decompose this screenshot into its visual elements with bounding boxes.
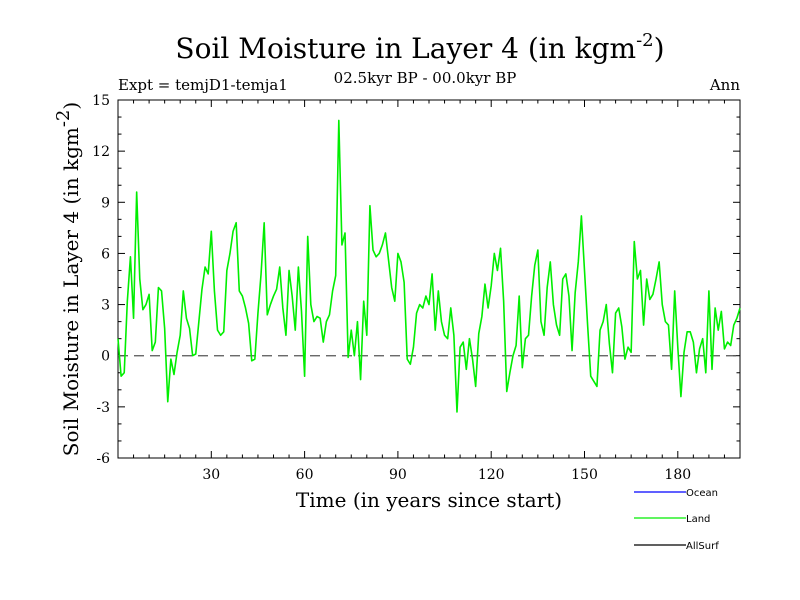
chart-title-text: Soil Moisture in Layer 4 (in kgm [175, 32, 636, 65]
x-tick-label-30: 30 [202, 467, 220, 483]
series-line-land [117, 119, 741, 413]
legend-label-ocean: Ocean [686, 488, 718, 499]
chart-title-close: ) [654, 32, 665, 65]
chart-title-sup: -2 [636, 30, 654, 51]
y-tick-label-0: 0 [101, 349, 110, 365]
x-tick-label-180: 180 [664, 467, 691, 483]
y-tick-label--6: -6 [96, 451, 110, 467]
y-tick-label-3: 3 [101, 298, 110, 314]
y-tick-label-6: 6 [101, 246, 110, 262]
y-axis-label-close: ) [59, 102, 83, 110]
period-label: 02.5kyr BP - 00.0kyr BP [334, 69, 517, 87]
y-tick-label-12: 12 [92, 144, 110, 160]
season-label: Ann [709, 76, 740, 94]
y-axis-label: Soil Moisture in Layer 4 (in kgm-2) [53, 102, 83, 456]
y-tick-label-9: 9 [101, 195, 110, 211]
x-tick-label-150: 150 [571, 467, 598, 483]
y-axis-label-sup: -2 [53, 110, 74, 128]
x-tick-label-60: 60 [296, 467, 314, 483]
y-axis-label-text: Soil Moisture in Layer 4 (in kgm [59, 127, 83, 456]
x-tick-label-120: 120 [478, 467, 505, 483]
y-tick-label--3: -3 [96, 400, 110, 416]
x-axis-label: Time (in years since start) [296, 488, 562, 512]
chart-title: Soil Moisture in Layer 4 (in kgm-2) [175, 30, 664, 65]
legend-label-allsurf: AllSurf [686, 541, 719, 552]
y-tick-label-15: 15 [92, 93, 110, 109]
tick-label-group: 30 60 90 120 150 180 -6 -3 0 3 6 9 12 15 [92, 93, 691, 483]
experiment-label: Expt = temjD1-temja1 [118, 76, 288, 94]
legend: Ocean Land AllSurf [634, 488, 719, 552]
legend-label-land: Land [686, 514, 710, 525]
series-group [117, 119, 741, 413]
x-tick-label-90: 90 [389, 467, 407, 483]
